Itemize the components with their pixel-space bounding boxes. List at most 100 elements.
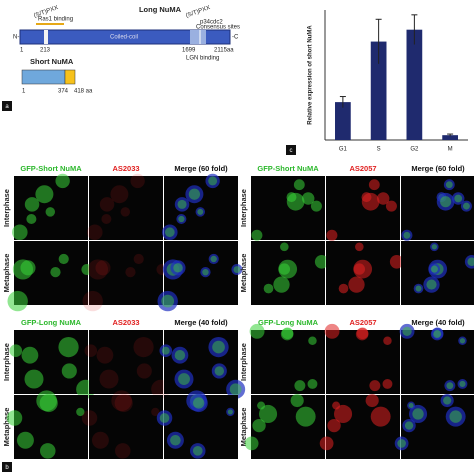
cell <box>99 369 119 389</box>
cell <box>161 346 170 355</box>
panel-label: b <box>5 465 9 471</box>
row-label: Interphase <box>2 189 11 227</box>
cell <box>95 260 111 276</box>
cell <box>440 196 452 208</box>
pos: 213 <box>40 48 51 54</box>
cell <box>214 366 225 376</box>
cell <box>202 268 209 276</box>
short-title: Short NuMA <box>30 57 74 66</box>
cell <box>308 336 317 346</box>
long-title: Long NuMA <box>139 5 182 14</box>
cell <box>161 294 175 308</box>
cell <box>159 413 170 423</box>
cell <box>233 266 241 273</box>
row-label: Metaphase <box>2 408 11 447</box>
cell <box>197 208 204 215</box>
cell <box>24 369 44 389</box>
row-label: Metaphase <box>239 408 248 447</box>
motif-right: (S/T)PXX <box>185 5 211 19</box>
cell <box>310 200 322 212</box>
column-header: Merge (60 fold) <box>411 164 465 173</box>
column-header: AS2033 <box>112 164 139 173</box>
cell <box>431 244 438 250</box>
column-header: GFP-Long NuMA <box>21 318 82 327</box>
cell <box>210 255 217 263</box>
cell <box>115 443 131 459</box>
cell <box>26 213 37 225</box>
cell <box>151 407 160 417</box>
cell <box>61 363 77 379</box>
micrograph <box>89 176 163 240</box>
cell <box>170 434 181 446</box>
row-label: Metaphase <box>239 254 248 293</box>
micrograph <box>89 330 163 394</box>
cell <box>326 229 338 241</box>
cell <box>55 173 70 189</box>
cell <box>84 344 98 358</box>
cell <box>365 393 379 408</box>
label-box <box>2 101 12 111</box>
column-header: GFP-Short NuMA <box>257 164 319 173</box>
cell <box>244 436 259 451</box>
cell <box>278 263 291 275</box>
consensus-sub: Consensus sites <box>196 25 240 31</box>
cell <box>333 404 353 424</box>
y-axis-label: Relative expression of short NuMA <box>308 25 314 125</box>
cell <box>332 401 341 410</box>
cell <box>319 436 334 451</box>
cell <box>408 403 414 409</box>
cell <box>403 231 411 239</box>
cell <box>9 344 23 358</box>
column-header: Merge (40 fold) <box>411 318 465 327</box>
cell <box>50 267 61 278</box>
column-header: AS2057 <box>349 318 376 327</box>
cell <box>87 259 109 280</box>
cell <box>20 260 36 276</box>
cell <box>467 257 474 267</box>
long-bar <box>19 29 231 45</box>
cell <box>280 327 294 341</box>
cell <box>177 199 187 209</box>
cell <box>178 373 190 385</box>
cell <box>368 179 380 191</box>
column-header: Merge (40 fold) <box>174 318 228 327</box>
cell <box>229 383 242 396</box>
label-box <box>286 145 296 155</box>
cell <box>449 410 462 423</box>
pos: 1 <box>22 89 26 95</box>
x-tick-label: G2 <box>410 147 419 153</box>
cell <box>192 445 203 456</box>
micrograph <box>89 241 163 305</box>
cell <box>426 279 437 290</box>
cell <box>327 418 341 433</box>
pos: 418 aa <box>74 89 93 95</box>
cell <box>382 379 393 389</box>
label-box <box>2 462 12 472</box>
cell <box>96 346 114 364</box>
cell <box>101 213 112 225</box>
cell <box>208 176 218 186</box>
cell <box>188 188 201 200</box>
cell <box>174 349 186 361</box>
cell <box>136 363 152 379</box>
motif-box <box>44 30 48 44</box>
ras-line <box>36 23 64 25</box>
cell <box>412 408 424 420</box>
lgn-box <box>190 30 206 44</box>
cell <box>111 390 132 412</box>
cell <box>258 404 278 424</box>
cell <box>263 283 274 294</box>
cell <box>294 380 306 392</box>
column-header: GFP-Short NuMA <box>20 164 82 173</box>
pos: 2115aa <box>214 48 234 54</box>
cell <box>12 224 28 241</box>
cell <box>353 263 366 275</box>
cell <box>389 254 404 269</box>
n-term: N- <box>13 35 19 41</box>
cell <box>6 410 23 426</box>
column-header: GFP-Long NuMA <box>258 318 319 327</box>
cell <box>40 443 56 459</box>
cell <box>58 336 79 358</box>
cell <box>7 290 28 312</box>
cell <box>301 192 315 205</box>
